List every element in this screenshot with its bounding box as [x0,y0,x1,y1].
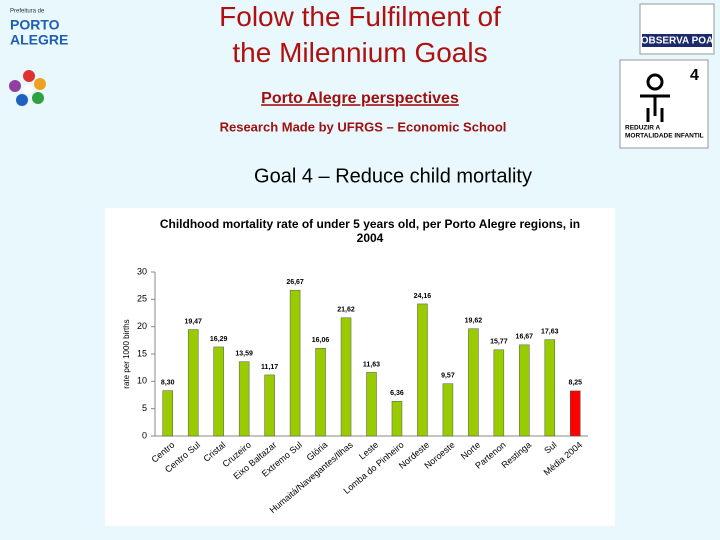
y-tick-label: 25 [137,294,147,304]
value-label: 16,06 [312,337,330,344]
logo-left-caption: Prefeitura de [10,9,45,15]
subtitle: Porto Alegre perspectives [261,90,459,107]
y-tick-label: 5 [142,403,147,413]
bar [391,400,403,437]
value-label: 26,67 [286,279,304,286]
bar [468,328,479,437]
bar [289,289,301,437]
value-label: 24,16 [414,293,432,300]
y-axis-label: rate per 1000 births [122,319,131,388]
value-label: 13,59 [235,351,253,358]
bar [264,374,275,437]
y-tick-label: 0 [142,430,147,440]
goal-icon-number: 4 [690,67,699,84]
value-label: 17,63 [541,328,559,335]
research-note: Research Made by UFRGS – Economic School [220,119,507,134]
logo-left-text: ALEGRE [10,32,68,48]
y-tick-label: 15 [137,348,147,358]
y-tick-label: 10 [137,376,147,386]
bar [213,346,224,437]
bar [315,347,326,437]
bar [366,372,377,437]
goal-heading: Goal 4 – Reduce child mortality [254,165,532,187]
value-label: 21,62 [337,307,355,314]
value-label: 6,36 [390,390,404,397]
bar [442,383,454,437]
bar [570,390,581,437]
value-label: 11,63 [363,361,380,368]
bar [519,344,530,437]
value-label: 15,77 [490,339,508,346]
value-label: 16,29 [210,336,228,343]
y-tick-label: 20 [137,321,147,331]
logo-flower [9,70,46,106]
value-label: 9,57 [441,373,455,380]
value-label: 16,67 [516,334,534,341]
value-label: 11,17 [261,364,278,371]
chart-title: Childhood mortality rate of under 5 year… [159,217,581,245]
goal-icon-text: REDUZIR A [625,125,660,132]
value-label: 8,30 [161,379,175,386]
slide-title: Folow the Fulfilment of the Milennium Goa… [219,1,501,68]
logo-right-text: OBSERVA POA [641,36,714,47]
bar [238,361,250,437]
bar [340,317,352,437]
y-tick-label: 30 [137,266,147,276]
goal-icon-figure [640,73,670,122]
value-label: 19,62 [465,318,483,325]
logo-left-text: PORTO [10,17,60,33]
logo-right-band [642,34,712,47]
bar [162,390,173,437]
value-label: 8,25 [568,380,582,387]
value-label: 19,47 [184,318,202,325]
bar [493,349,505,437]
goal-icon-text: MORTALIDADE INFANTIL [625,133,704,140]
goal-icon-box [619,59,709,149]
bar [544,339,556,437]
bar [187,329,199,437]
bar [417,303,428,437]
